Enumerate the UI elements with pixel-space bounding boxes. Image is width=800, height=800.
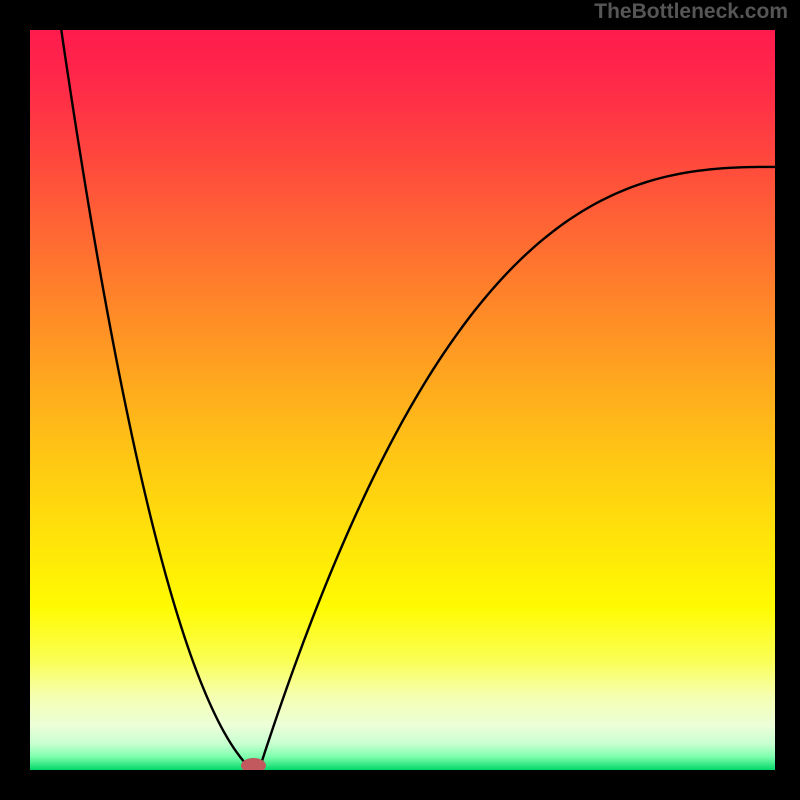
curve-layer [30, 30, 775, 770]
curve-left-branch [61, 30, 246, 764]
watermark-text: TheBottleneck.com [594, 0, 788, 24]
curve-right-branch [261, 167, 775, 764]
plot-area [30, 30, 775, 770]
chart-frame: TheBottleneck.com [0, 0, 800, 800]
min-marker [242, 759, 266, 770]
